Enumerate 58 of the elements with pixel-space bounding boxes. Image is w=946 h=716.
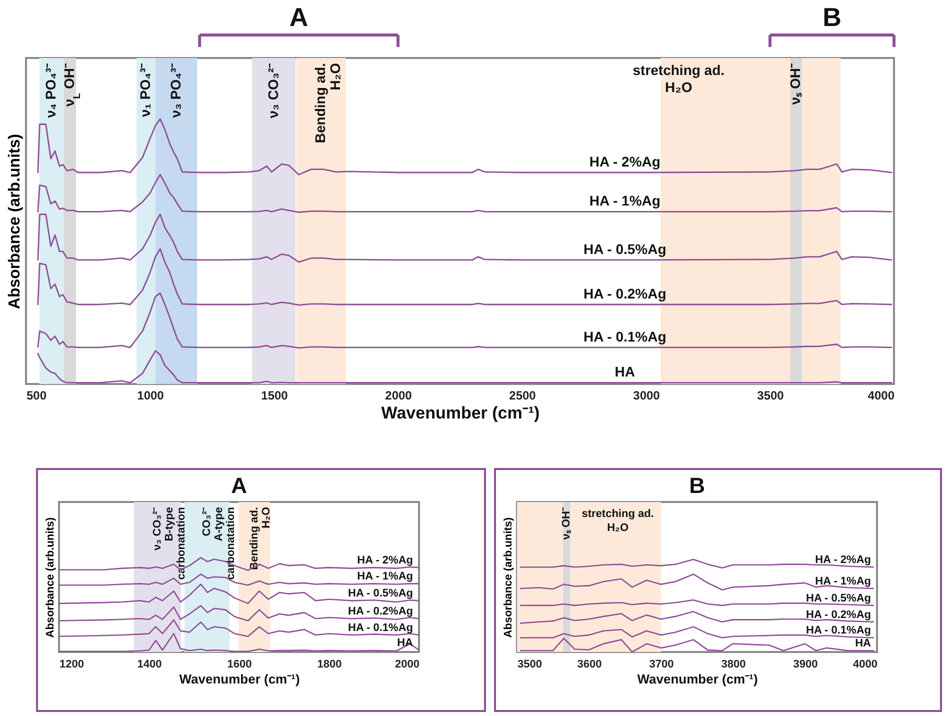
x-tick-label: 4000 <box>853 658 878 670</box>
x-axis-title: Wavenumber (cm⁻¹) <box>179 672 300 686</box>
series-label: HA - 0.1%Ag <box>584 328 666 344</box>
chart-title: B <box>689 473 705 498</box>
series-label: HA - 0.2%Ag <box>348 606 413 618</box>
x-tick-label: 3600 <box>577 658 602 670</box>
band-label: ν₃ CO₃²⁻ B-type carbonatation <box>151 506 188 580</box>
x-axis-title: Wavenumber (cm⁻¹) <box>381 404 540 422</box>
band-label: ν₃ PO₄³⁻ <box>167 63 184 118</box>
x-tick-label: 3700 <box>649 658 674 670</box>
series-label: HA - 0.5%Ag <box>806 592 871 604</box>
text: B <box>822 2 842 32</box>
x-tick-label: 3800 <box>721 658 746 670</box>
y-axis-title: Absorbance (arb.units) <box>502 516 514 638</box>
x-tick-label: 1600 <box>227 658 252 670</box>
series-label: HA - 1%Ag <box>589 192 660 209</box>
x-tick-label: 2000 <box>395 658 420 670</box>
x-tick-label: 500 <box>26 388 47 402</box>
x-tick-label: 1400 <box>137 658 162 670</box>
x-tick-label: 3000 <box>633 388 660 402</box>
x-tick-label: 2000 <box>385 388 412 402</box>
x-tick-label: 2500 <box>509 388 536 402</box>
series-label: HA - 2%Ag <box>357 554 413 567</box>
series-label: HA - 1%Ag <box>357 570 413 583</box>
series-label: HA - 1%Ag <box>815 575 871 588</box>
series-label: HA - 0.1%Ag <box>806 624 871 637</box>
band-label: ν₃ CO₃²⁻ <box>264 63 281 118</box>
band-label: Bending ad. H₂O <box>248 506 272 570</box>
x-tick-label: 3500 <box>757 388 784 402</box>
series-label: HA <box>855 638 872 650</box>
band-label: Bending ad. H₂O <box>312 62 344 144</box>
band-label: νₛ OH⁻ <box>560 507 573 540</box>
x-tick-label: 1000 <box>137 388 164 402</box>
text: A <box>289 2 308 32</box>
band-label: ν₄ PO₄³⁻ <box>42 63 59 118</box>
series-label: HA - 2%Ag <box>589 154 660 170</box>
series-label: HA - 2%Ag <box>815 554 871 566</box>
band-label: ν₁ PO₄³⁻ <box>137 63 154 118</box>
y-axis-title: Absorbance (arb.units) <box>44 516 56 638</box>
series-label: HA - 0.2%Ag <box>806 608 871 621</box>
band-label: νₛ OH⁻ <box>787 63 804 105</box>
series-label: HA - 0.2%Ag <box>584 285 666 302</box>
x-axis-title: Wavenumber (cm⁻¹) <box>637 672 758 686</box>
x-tick-label: 4000 <box>868 388 895 402</box>
x-tick-label: 3900 <box>793 658 818 670</box>
series-label: HA - 0.1%Ag <box>348 622 413 634</box>
band-label: stretching ad. H₂O <box>632 62 725 95</box>
series-label: HA <box>614 364 636 380</box>
x-tick-label: 3500 <box>518 658 542 670</box>
series-label: HA <box>397 637 414 650</box>
x-tick-label: 1500 <box>261 388 288 402</box>
x-tick-label: 1800 <box>317 658 342 670</box>
x-tick-label: 1200 <box>60 658 84 670</box>
band-label: stretching ad. H₂O <box>582 508 654 534</box>
y-axis-title: Absorbance (arb.units) <box>6 134 24 310</box>
chart-title: A <box>231 473 248 498</box>
series-label: HA - 0.5%Ag <box>348 588 413 600</box>
series-label: HA - 0.5%Ag <box>584 240 666 257</box>
